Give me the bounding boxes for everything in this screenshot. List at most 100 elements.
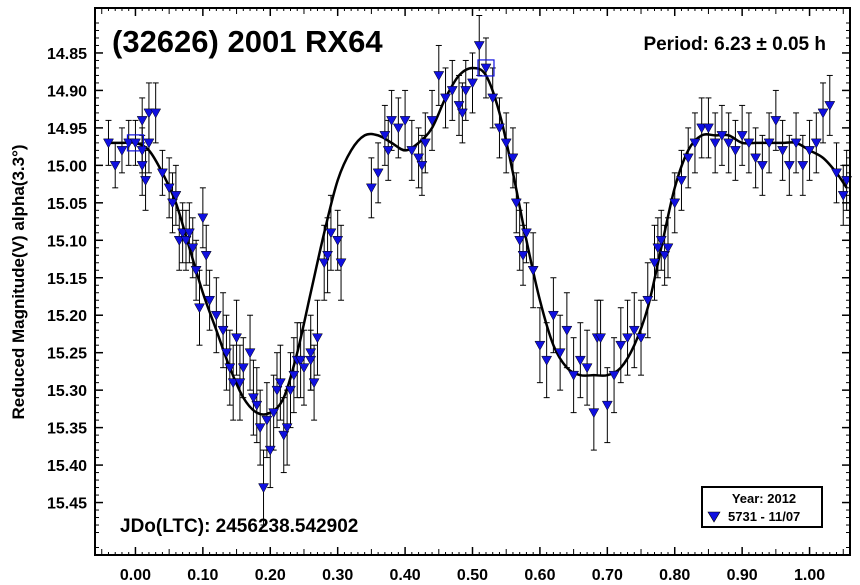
y-tick-labels: 14.85 14.90 14.95 15.00 15.05 15.10 15.15 15.20… (47, 46, 87, 513)
data-point-marker (254, 423, 266, 434)
data-point-marker (258, 483, 269, 494)
y-tick-label: 15.20 (47, 308, 87, 325)
data-point-marker (534, 340, 546, 351)
data-point-marker (204, 295, 216, 306)
data-point-marker (419, 138, 431, 149)
data-point-marker (163, 183, 175, 194)
data-point-marker (797, 161, 809, 171)
x-tick-label: 0.40 (390, 567, 421, 584)
data-point-marker (285, 385, 296, 396)
data-point-marker (413, 153, 424, 164)
data-point-marker (190, 266, 202, 276)
data-point-marker (554, 348, 566, 359)
legend-title: Year: 2012 (732, 491, 796, 506)
data-point-marker (709, 138, 721, 149)
data-point-marker (446, 86, 458, 96)
y-tick-label: 15.45 (47, 496, 87, 513)
data-point-marker (804, 146, 815, 156)
data-point-marker (689, 138, 701, 149)
data-point-marker (227, 378, 239, 389)
data-point-marker (655, 236, 667, 246)
data-point-marker (696, 123, 708, 134)
data-point-marker (467, 78, 478, 89)
data-point-marker (143, 108, 155, 119)
data-point-marker (456, 108, 468, 119)
x-tick-label: 0.60 (524, 567, 555, 584)
data-point-marker (433, 71, 445, 81)
data-point-marker (278, 430, 290, 441)
data-point-marker (750, 153, 762, 164)
data-point-marker (615, 340, 627, 351)
y-tick-label: 15.40 (47, 458, 87, 475)
data-point-marker (399, 116, 411, 126)
data-point-marker (136, 116, 148, 126)
data-point-marker (763, 138, 775, 149)
data-point-marker (426, 116, 438, 126)
chart-title: (32626) 2001 RX64 (112, 24, 383, 59)
data-point-marker (177, 228, 189, 239)
data-point-marker (622, 333, 633, 344)
data-point-marker (200, 251, 212, 261)
data-point-marker (109, 161, 121, 171)
data-point-marker (659, 251, 671, 261)
highlight-boxes (126, 59, 495, 152)
data-point-marker (183, 228, 195, 239)
y-tick-label: 15.15 (47, 271, 87, 288)
data-point-marker (652, 243, 664, 254)
data-point-marker (332, 236, 344, 246)
data-point-marker (831, 168, 842, 179)
data-point-marker (150, 108, 162, 119)
data-point-marker (180, 236, 192, 246)
y-tick-label: 15.00 (47, 158, 87, 175)
data-point-marker (173, 236, 185, 246)
data-point-marker (281, 423, 293, 434)
data-point-marker (103, 138, 114, 149)
jdo-annotation: JDo(LTC): 2456238.542902 (120, 516, 358, 537)
data-point-marker (837, 191, 849, 201)
data-point-marker (365, 183, 377, 194)
data-point-marker (756, 161, 768, 171)
x-tick-label: 0.70 (592, 567, 623, 584)
fit-curve-layer (108, 66, 848, 416)
y-tick-label: 15.30 (47, 383, 87, 400)
data-point-marker (187, 243, 199, 254)
data-point-marker (729, 146, 741, 156)
data-point-marker (170, 191, 182, 201)
legend-entry-label: 5731 - 11/07 (728, 509, 800, 524)
data-point-marker (588, 408, 600, 419)
data-point-marker (156, 168, 168, 179)
x-tick-label: 0.20 (255, 567, 286, 584)
data-point-marker (736, 131, 748, 141)
x-tick-labels: 0.00 0.10 0.20 0.30 0.40 0.50 0.60 0.70 0.80 0.90… (120, 567, 825, 584)
y-tick-label: 15.35 (47, 421, 87, 438)
highlight-box (477, 59, 495, 77)
data-point-marker (783, 161, 795, 171)
y-tick-label: 14.95 (47, 121, 87, 138)
data-point-marker (392, 123, 404, 134)
data-point-marker (382, 146, 394, 156)
x-tick-label: 0.80 (659, 567, 690, 584)
data-point-marker (298, 363, 310, 374)
data-point-marker (473, 41, 485, 51)
data-point-marker (335, 258, 347, 269)
data-point-marker (372, 168, 384, 179)
data-point-marker (595, 333, 607, 344)
y-tick-label: 15.25 (47, 346, 87, 363)
data-point-marker (527, 266, 539, 276)
data-point-marker (116, 146, 128, 156)
highlight-box (126, 134, 145, 152)
data-point-marker (217, 325, 229, 336)
data-point-marker (274, 378, 286, 389)
legend-marker (707, 511, 721, 523)
data-point-marker (790, 138, 802, 149)
data-point-marker (810, 138, 822, 149)
data-point-marker (305, 348, 317, 359)
data-point-marker (224, 363, 236, 374)
data-point-marker (669, 198, 681, 209)
y-tick-label: 15.05 (47, 196, 87, 213)
data-point-marker (123, 138, 135, 149)
data-point-marker (703, 123, 714, 134)
data-point-marker (716, 131, 728, 141)
data-point-marker (649, 258, 660, 269)
